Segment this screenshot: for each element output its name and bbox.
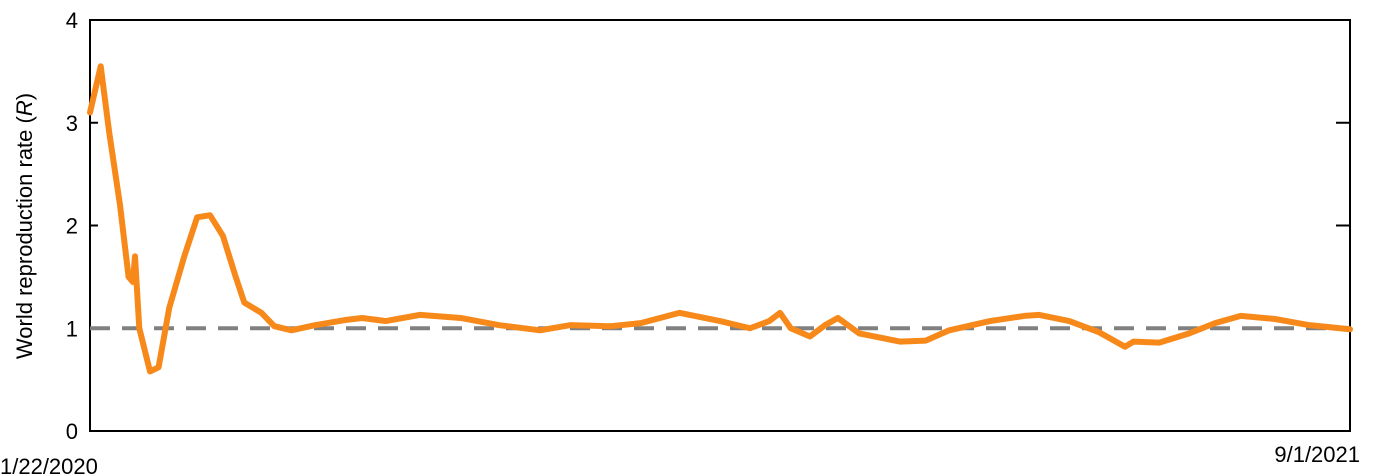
y-label-text: ) [12,93,37,100]
y-tick-label: 1 [66,316,78,341]
y-tick-label: 0 [66,419,78,444]
data-line [87,63,1353,375]
plot-frame [89,19,1351,432]
y-label-symbol: R [12,100,37,116]
y-axis-label: World reproduction rate (R) [12,93,37,359]
y-label-text: World reproduction rate ( [12,115,37,359]
y-tick-label: 3 [66,111,78,136]
y-tick-label: 2 [66,214,78,239]
x-tick-label: 1/22/2020 [0,454,98,476]
x-tick-label: 9/1/2021 [1274,442,1360,467]
y-tick-label: 4 [66,8,78,33]
